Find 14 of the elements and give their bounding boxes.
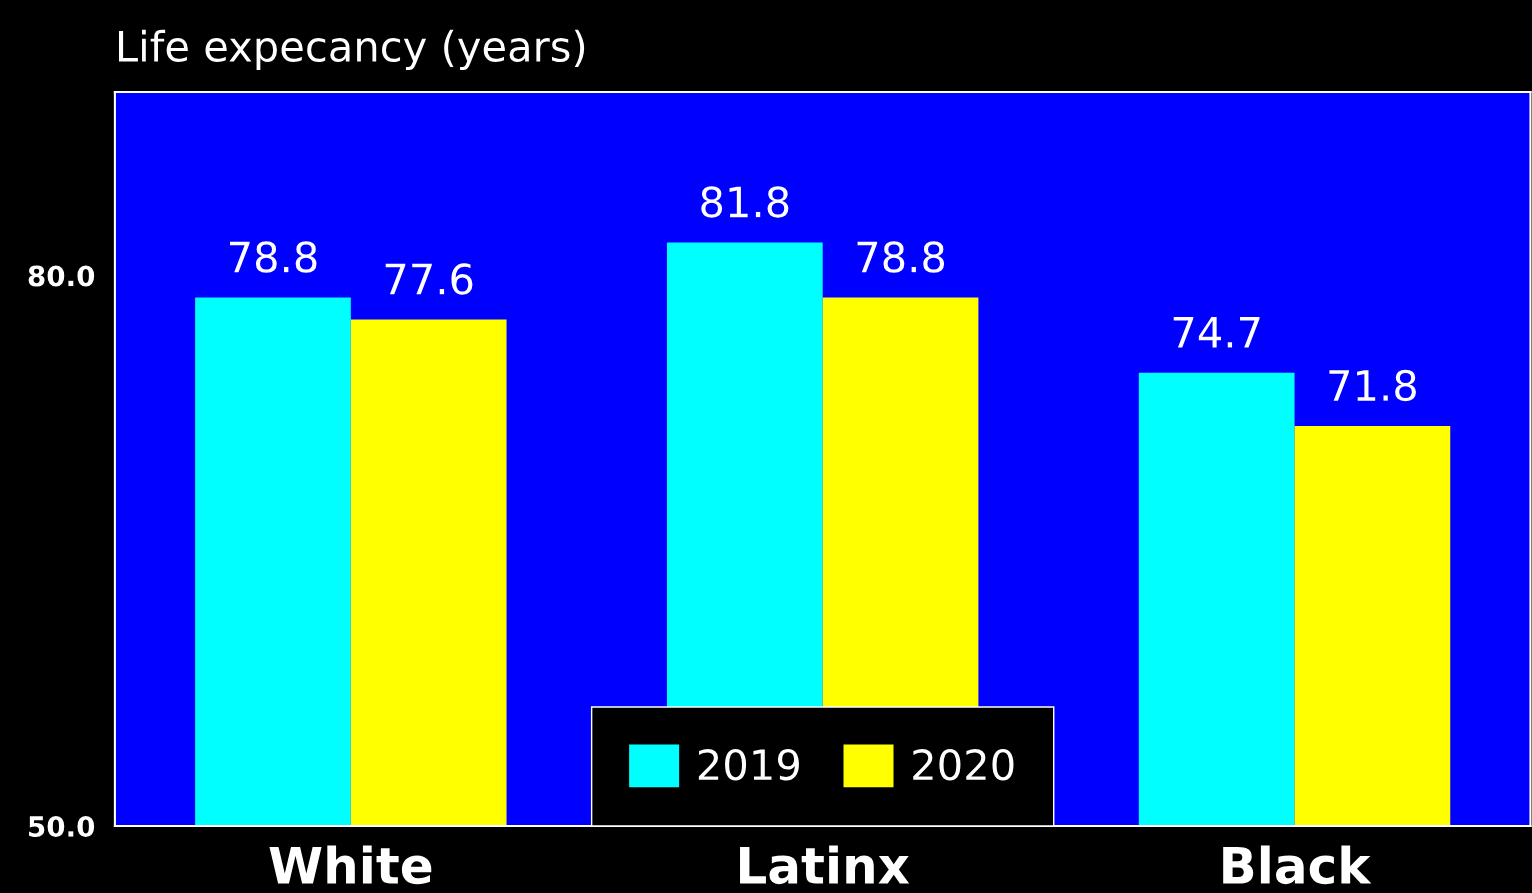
legend-label: 2020 bbox=[913, 748, 1014, 781]
y-tick-label: 80.0 bbox=[28, 265, 95, 287]
data-label: 77.6 bbox=[385, 263, 473, 295]
data-label: 81.8 bbox=[701, 186, 789, 218]
chart-title: Life expecancy (years) bbox=[118, 29, 585, 71]
x-tick-label: White bbox=[269, 845, 432, 885]
x-tick-label: Latinx bbox=[740, 845, 910, 885]
legend-label: 2019 bbox=[698, 748, 799, 781]
x-tick-label: Black bbox=[1223, 845, 1372, 885]
data-label: 78.8 bbox=[230, 241, 317, 273]
y-tick-label: 50.0 bbox=[29, 815, 95, 837]
data-label: 78.8 bbox=[857, 241, 945, 273]
data-label: 74.7 bbox=[1173, 317, 1260, 348]
data-label: 71.8 bbox=[1329, 369, 1416, 402]
